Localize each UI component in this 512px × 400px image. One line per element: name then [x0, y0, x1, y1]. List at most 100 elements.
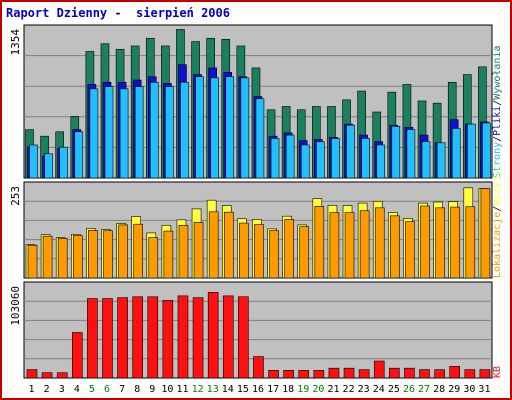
- bar-Lokalizacje-day-19: [299, 226, 310, 279]
- x-tick-label-day-14: 14: [222, 384, 234, 395]
- x-tick-label-day-12: 12: [192, 384, 204, 395]
- bar-Strony-day-1: [29, 144, 38, 179]
- x-tick-label-day-17: 17: [267, 384, 279, 395]
- bar-KB-day-29: [449, 366, 461, 379]
- bar-Lokalizacje-day-27: [420, 205, 430, 279]
- x-tick-label-day-16: 16: [252, 384, 264, 395]
- x-tick-label-day-23: 23: [358, 384, 370, 395]
- bar-KB-day-10: [162, 300, 174, 379]
- legend-panel-1-item-1: /: [492, 136, 503, 142]
- bar-Lokalizacje-day-1: [27, 244, 38, 279]
- bar-Strony-day-2: [44, 153, 53, 179]
- bar-Lokalizacje-day-16: [254, 224, 264, 279]
- legend-panel-2-item-0: Lokalizacje: [492, 212, 503, 278]
- bar-Lokalizacje-day-4: [72, 235, 83, 279]
- x-tick-label-day-19: 19: [297, 384, 309, 395]
- bar-Lokalizacje-day-22: [344, 212, 355, 279]
- bar-Lokalizacje-day-28: [435, 207, 445, 279]
- bar-KB-day-30: [464, 369, 476, 379]
- bar-KB-day-23: [358, 369, 370, 379]
- bar-Strony-day-21: [331, 138, 340, 179]
- x-tick-label-day-7: 7: [119, 384, 125, 395]
- bar-Lokalizacje-day-15: [239, 222, 249, 279]
- bar-Strony-day-4: [74, 131, 84, 179]
- bar-Lokalizacje-day-14: [223, 211, 234, 279]
- legend-panel-1-item-0: Strony: [492, 142, 503, 178]
- bar-Strony-day-19: [300, 144, 310, 179]
- bar-KB-day-25: [389, 367, 400, 379]
- bar-KB-day-1: [26, 369, 38, 379]
- x-tick-label-day-5: 5: [89, 384, 95, 395]
- bar-Lokalizacje-day-7: [118, 224, 128, 279]
- x-tick-label-day-11: 11: [176, 384, 188, 395]
- bar-KB-day-8: [132, 296, 143, 379]
- bar-KB-day-5: [87, 298, 98, 379]
- bar-KB-day-16: [253, 356, 264, 379]
- bar-KB-day-3: [56, 372, 68, 379]
- x-tick-label-day-13: 13: [207, 384, 219, 395]
- bar-KB-day-15: [238, 296, 249, 379]
- bar-KB-day-24: [373, 360, 385, 379]
- bar-KB-day-31: [479, 369, 491, 379]
- x-tick-label-day-4: 4: [74, 384, 80, 395]
- legend-panel-1-item-3: /: [492, 100, 503, 106]
- bar-Strony-day-5: [89, 88, 99, 179]
- legend-panel-1-text: Strony/Pliki/Wywołania: [492, 46, 503, 178]
- bar-KB-day-27: [419, 369, 430, 379]
- bar-Strony-day-3: [59, 146, 68, 179]
- x-tick-label-day-28: 28: [433, 384, 445, 395]
- bar-Strony-day-9: [149, 81, 159, 179]
- bar-Lokalizacje-day-9: [148, 237, 159, 279]
- x-tick-label-day-18: 18: [282, 384, 294, 395]
- x-tick-label-day-1: 1: [29, 384, 35, 395]
- x-tick-label-day-27: 27: [418, 384, 430, 395]
- bar-Strony-day-8: [134, 86, 144, 179]
- legend-panel-3: KB: [492, 366, 503, 378]
- bar-Lokalizacje-day-21: [329, 212, 340, 279]
- bar-KB-day-7: [117, 297, 128, 379]
- x-tick-label-day-31: 31: [478, 384, 490, 395]
- bar-Lokalizacje-day-26: [405, 221, 415, 279]
- x-tick-label-day-21: 21: [327, 384, 339, 395]
- legend-panel-1: Strony/Pliki/Wywołania: [492, 46, 503, 178]
- bar-Strony-day-18: [285, 134, 295, 179]
- bar-KB-day-22: [343, 367, 355, 379]
- legend-panel-2-item-1: /: [492, 206, 503, 212]
- bar-Strony-day-25: [391, 125, 401, 179]
- bar-Strony-day-31: [482, 122, 491, 179]
- bar-Strony-day-13: [210, 77, 219, 179]
- bar-Lokalizacje-day-11: [178, 224, 189, 279]
- bar-Strony-day-29: [451, 128, 461, 179]
- bar-Strony-day-24: [376, 144, 386, 179]
- legend-panel-2: Lokalizacje/Wizyty: [492, 170, 503, 278]
- bar-KB-day-18: [283, 370, 294, 379]
- bar-Lokalizacje-day-17: [269, 230, 279, 279]
- bar-Lokalizacje-day-10: [163, 230, 174, 279]
- bar-KB-day-6: [102, 298, 113, 379]
- legend-panel-1-item-2: Pliki: [492, 106, 503, 136]
- bar-KB-day-11: [177, 295, 189, 379]
- bar-Strony-day-12: [195, 76, 204, 179]
- x-tick-label-day-29: 29: [448, 384, 460, 395]
- bar-Strony-day-28: [436, 142, 446, 179]
- x-tick-label-day-30: 30: [463, 384, 475, 395]
- bar-Lokalizacje-day-25: [390, 215, 400, 279]
- bar-KB-day-26: [404, 367, 415, 379]
- chart-title: Raport Dzienny - sierpień 2006: [6, 6, 230, 20]
- x-tick-label-day-24: 24: [373, 384, 385, 395]
- bar-Strony-day-10: [165, 86, 174, 179]
- bar-Strony-day-11: [180, 81, 189, 179]
- bar-Strony-day-22: [346, 124, 355, 179]
- bar-KB-day-9: [147, 296, 159, 379]
- bar-Lokalizacje-day-2: [42, 235, 53, 279]
- bar-Strony-day-16: [255, 98, 265, 179]
- bar-Lokalizacje-day-20: [314, 206, 325, 279]
- bar-Strony-day-23: [361, 138, 370, 179]
- x-tick-label-day-22: 22: [343, 384, 355, 395]
- bar-Lokalizacje-day-31: [480, 188, 491, 279]
- legend-panel-1-item-4: Wywołania: [492, 46, 503, 100]
- bar-Strony-day-15: [240, 77, 250, 179]
- bar-KB-day-20: [313, 370, 325, 379]
